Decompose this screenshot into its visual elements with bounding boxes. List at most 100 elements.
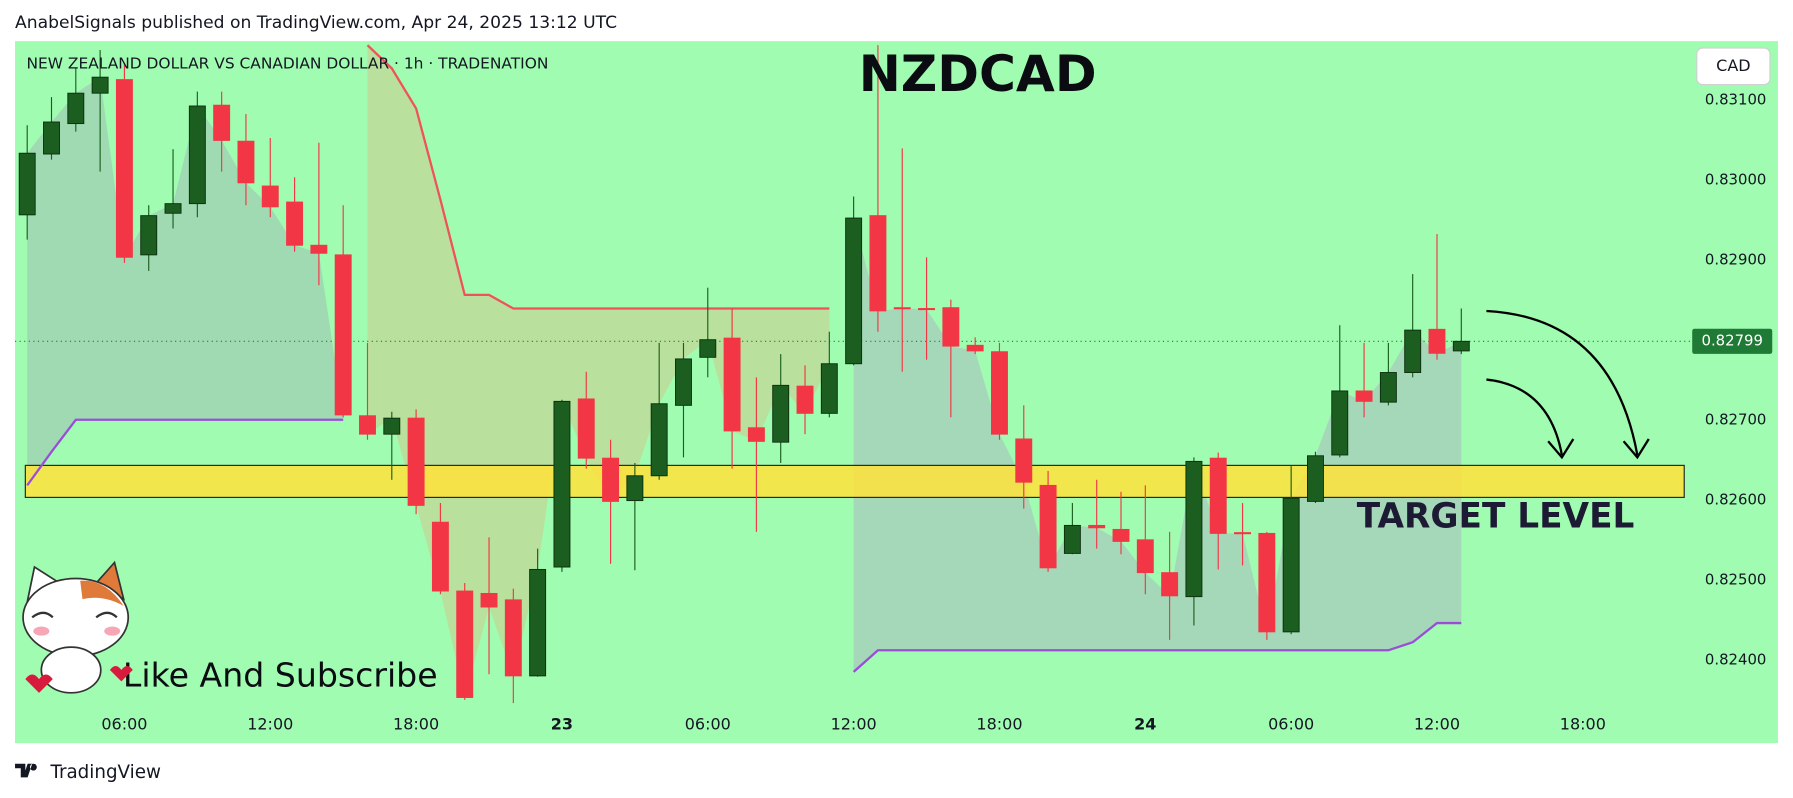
candle-body [1379,372,1397,403]
band-fill [853,218,1462,672]
currency: CAD [1716,56,1750,75]
last-price-box [1692,328,1773,354]
candle-body [1209,457,1227,534]
x-tick-label: 18:00 [393,714,439,733]
candle-body [577,398,595,459]
candle-body [431,521,449,592]
candle-body [261,185,279,208]
arrow-head [1622,438,1650,460]
candle-body [942,307,960,347]
candle-body [893,307,911,310]
cat-illustration [22,560,133,694]
x-tick-label: 06:00 [1268,714,1314,733]
candle-body [1161,572,1179,597]
footer-logo [15,763,37,778]
candle-body [1258,532,1276,633]
candle-body [334,254,352,416]
candle-body [383,417,401,435]
y-tick-label: 0.82700 [1705,411,1766,429]
y-tick-label: 0.82400 [1705,651,1766,669]
candle-body [699,339,717,358]
y-tick-label: 0.82900 [1705,250,1766,268]
candle-body [1112,528,1130,542]
candle-body [1015,438,1033,483]
candle-body [1136,539,1154,574]
candle-body [140,215,158,256]
candle-body [213,104,231,141]
overlay: 0.824000.825000.826000.827000.828000.829… [101,90,1773,733]
candle-body [602,457,620,502]
candle-body [407,417,425,506]
band-fill [27,77,344,486]
arrow-head [1547,438,1575,460]
symbol-description: NEW ZEALAND DOLLAR VS CANADIAN DOLLAR · … [26,55,548,73]
x-tick-label: 12:00 [831,714,877,733]
footer: TradingView [49,762,161,783]
x-tick-label: 23 [551,714,573,733]
candle-body [675,358,692,406]
candle-body [747,427,765,442]
header: AnabelSignals published on TradingView.c… [15,13,617,33]
target-zone [24,464,1685,498]
candle-body [1234,532,1251,535]
currency-box [1696,47,1771,86]
candle-body [164,203,182,214]
target-label: TARGET LEVEL [1357,496,1635,536]
candle-body [67,92,85,125]
last-price-label: 0.82799 [1702,331,1763,349]
x-tick-label: 24 [1134,714,1156,733]
candle-body [310,244,328,254]
candle-body [115,79,133,258]
candle-body [1282,497,1300,633]
candle-body [1185,460,1203,598]
candle-body [480,592,498,608]
indicator-line [26,418,344,487]
y-tick-label: 0.82600 [1705,491,1766,509]
indicator-line [366,44,830,310]
y-tick-label: 0.83000 [1705,170,1766,188]
plot-area [15,44,1693,704]
candle-body [723,337,741,432]
candle-body [529,568,547,677]
y-tick-label: 0.83100 [1705,90,1766,108]
band-fill [367,45,830,698]
candle-body [869,215,887,312]
candle-body [43,121,60,155]
x-tick-label: 18:00 [976,714,1022,733]
candle-body [1355,390,1373,402]
candle-body [237,140,255,184]
candle-body [553,400,571,568]
candle-body [1404,329,1422,373]
candle-body [966,344,984,352]
candle-body [772,384,790,443]
candle-body [626,475,644,502]
candle-body [456,590,474,698]
x-tick-label: 06:00 [101,714,147,733]
candle-body [845,217,863,365]
arrow [1486,378,1564,456]
candle-body [1039,484,1057,569]
candle-body [918,308,936,311]
x-tick-label: 18:00 [1560,714,1606,733]
candle-body [1063,524,1081,554]
candle-body [650,403,668,477]
candle-body [18,152,36,216]
promo-text: Like And Subscribe [123,655,438,694]
candle-body [1306,455,1324,502]
candle-body [1428,328,1446,354]
arrow [1486,309,1639,456]
candle-body [1331,390,1349,456]
x-tick-label: 12:00 [247,714,293,733]
candle-body [1088,524,1106,529]
candle-body [188,105,206,205]
candle-body [359,415,376,435]
candle-body [91,76,109,94]
chart-title: NZDCAD [859,44,1097,103]
candle-body [796,385,814,414]
x-tick-label: 06:00 [685,714,731,733]
y-tick-label: 0.82500 [1705,571,1766,589]
candle-body [991,351,1008,435]
indicator-line [852,621,1462,673]
